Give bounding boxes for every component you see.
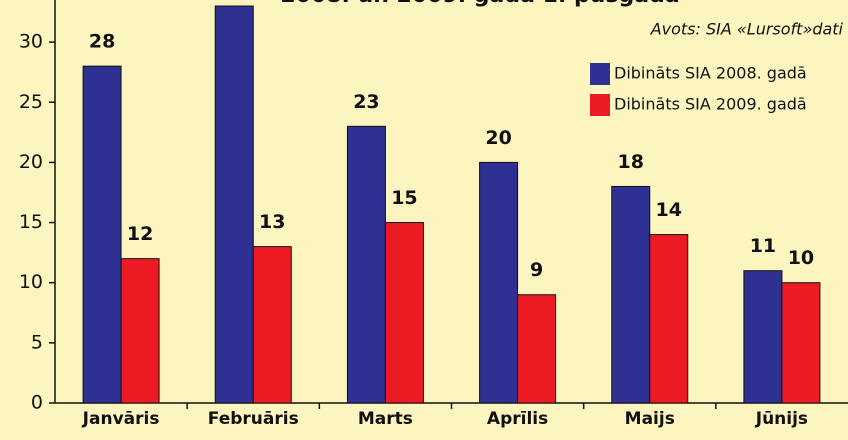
x-tick-label: Jūnijs (755, 409, 808, 429)
x-tick-label: Aprīlis (487, 409, 548, 429)
bar (82, 65, 122, 404)
chart-title: 2008. un 2009. gadā 1. pusgadā (280, 0, 679, 8)
y-tick-label: 5 (31, 331, 43, 353)
legend-swatch (590, 94, 610, 116)
bar (214, 5, 254, 404)
legend-label: Dibināts SIA 2008. gadā (614, 64, 807, 83)
y-tick-label: 20 (19, 151, 43, 173)
data-label: 28 (89, 31, 115, 53)
y-tick-label: 15 (19, 211, 43, 233)
data-label: 15 (391, 187, 417, 209)
bar (120, 258, 160, 404)
x-tick-label: Marts (358, 409, 413, 429)
x-tick-label: Februāris (208, 409, 299, 429)
data-label: 14 (656, 199, 682, 221)
data-label: 13 (259, 211, 285, 233)
bar (649, 234, 689, 404)
y-tick-label: 30 (19, 31, 43, 53)
bar (611, 185, 651, 404)
y-tick-label: 0 (31, 392, 43, 414)
data-label: 18 (618, 151, 644, 173)
source: Avots: SIA «Lursoft»dati (650, 20, 844, 39)
data-label: 20 (485, 127, 511, 149)
bar (346, 125, 386, 404)
y-tick-label: 10 (19, 271, 43, 293)
bar (252, 246, 292, 404)
bar (384, 222, 424, 404)
bar (479, 161, 519, 404)
x-tick-label: Maijs (625, 409, 675, 429)
data-label: 9 (530, 259, 543, 281)
y-tick-label: 25 (19, 91, 43, 113)
data-label: 23 (353, 91, 379, 113)
data-label: 12 (127, 223, 153, 245)
data-label: 11 (750, 235, 776, 257)
bar (743, 270, 783, 404)
bar (517, 294, 557, 404)
x-tick-label: Janvāris (82, 409, 160, 429)
legend-label: Dibināts SIA 2009. gadā (614, 95, 807, 114)
data-label: 10 (788, 247, 814, 269)
bar (781, 282, 821, 404)
legend-swatch (590, 63, 610, 85)
